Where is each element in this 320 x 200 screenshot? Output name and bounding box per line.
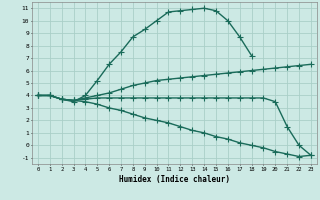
X-axis label: Humidex (Indice chaleur): Humidex (Indice chaleur) (119, 175, 230, 184)
